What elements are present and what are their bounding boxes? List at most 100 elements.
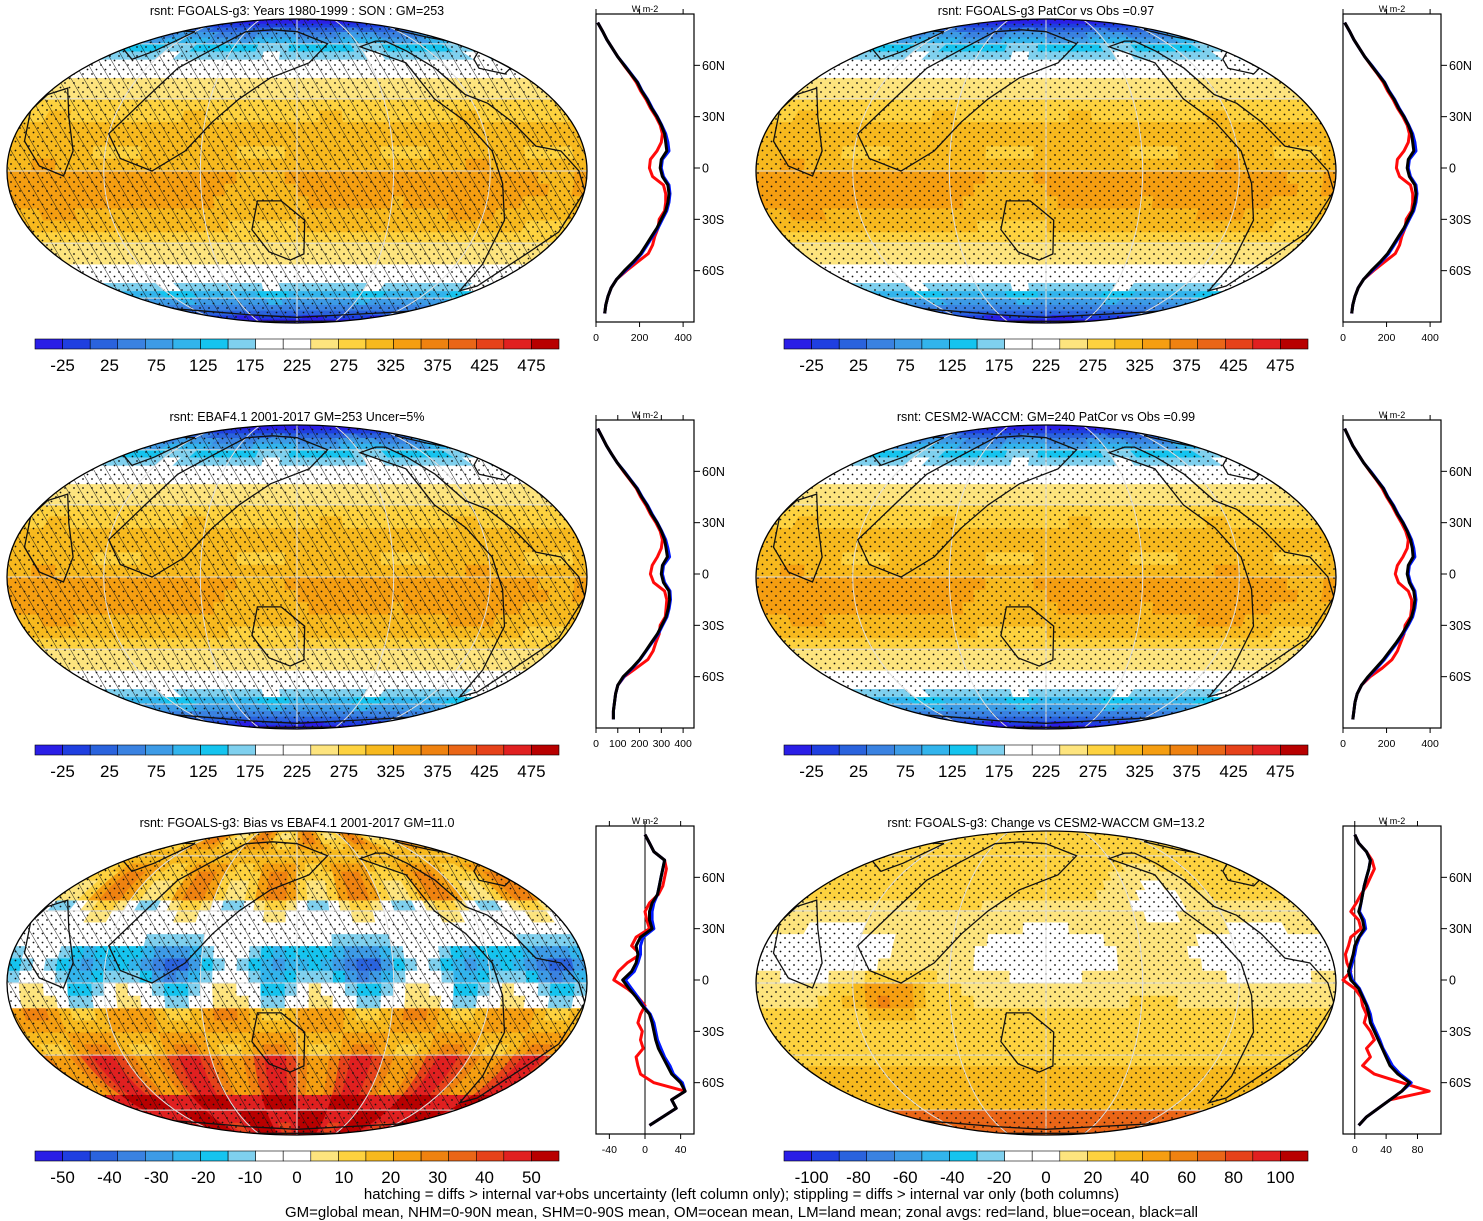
colorbar-label: 375	[423, 356, 451, 375]
panel-p3: rsnt: EBAF4.1 2001-2017 GM=253 Uncer=5% -…	[6, 410, 725, 781]
colorbar-swatch	[893, 1150, 923, 1162]
colorbar: -100 -80 -60 -40 -20 0 20 40 60 80 100	[783, 1150, 1309, 1187]
colorbar-swatch	[1169, 744, 1198, 756]
colorbar-label: -40	[97, 1168, 122, 1187]
colorbar-swatch	[1169, 1150, 1198, 1162]
colorbar-swatch	[227, 1150, 257, 1162]
y-tick-label: 60S	[702, 670, 724, 684]
colorbar-label: 75	[147, 356, 166, 375]
profile-line-land	[1341, 833, 1431, 1127]
zonal-profile: 60N 30N 0 30S 60S 0 40 80 W m-2	[1341, 816, 1472, 1156]
colorbar-swatch	[866, 744, 895, 756]
y-tick-label: 60S	[702, 264, 724, 278]
colorbar-swatch	[448, 1150, 477, 1162]
profile-frame	[595, 13, 695, 323]
zonal-profile: 60N 30N 0 30S 60S 0 200 400 W m-2	[593, 4, 725, 344]
colorbar-label: -80	[846, 1168, 871, 1187]
colorbar-label: 325	[1126, 762, 1154, 781]
colorbar-swatch	[783, 1150, 812, 1162]
graticule	[7, 425, 587, 729]
colorbar-swatch	[227, 744, 257, 756]
y-tick-label: 30N	[702, 516, 725, 530]
colorbar: -25 25 75 125 175 225 275 325 375 425 475	[783, 338, 1309, 375]
colorbar-label: -60	[893, 1168, 918, 1187]
map-border	[755, 424, 1337, 730]
colorbar-label: 375	[1172, 356, 1200, 375]
colorbar-swatch	[1142, 1150, 1171, 1162]
y-tick-label: 30N	[1449, 516, 1472, 530]
colorbar-label: 375	[423, 762, 451, 781]
colorbar-swatch	[475, 744, 505, 756]
colorbar-swatch	[811, 1150, 840, 1162]
colorbar-label: 225	[1032, 356, 1060, 375]
colorbar-label: 375	[1172, 762, 1200, 781]
colorbar-swatch	[393, 338, 422, 350]
panel-p2: rsnt: FGOALS-g3 PatCor vs Obs =0.97 -25 25…	[755, 4, 1472, 375]
colorbar-label: 20	[381, 1168, 400, 1187]
x-tick-label: 200	[1378, 332, 1396, 344]
colorbar-swatch	[338, 744, 367, 756]
x-tick-label: 0	[593, 332, 599, 344]
colorbar-swatch	[172, 1150, 201, 1162]
colorbar-swatch	[365, 338, 394, 350]
colorbar-swatch	[866, 338, 895, 350]
colorbar-swatch	[200, 338, 229, 350]
colorbar-label: 125	[189, 356, 217, 375]
map-field	[756, 831, 1336, 1135]
colorbar-label: 475	[517, 356, 545, 375]
y-tick-label: 60N	[1449, 59, 1472, 73]
colorbar-swatch	[172, 338, 201, 350]
x-tick-label: 400	[674, 332, 692, 344]
colorbar-swatch	[145, 744, 174, 756]
colorbar: -25 25 75 125 175 225 275 325 375 425 475	[783, 744, 1309, 781]
zonal-profile: 60N 30N 0 30S 60S 0 200 400 W m-2	[1340, 410, 1472, 750]
y-tick-label: 30S	[1449, 213, 1471, 227]
colorbar-swatch	[145, 1150, 174, 1162]
colorbar-swatch	[89, 1150, 119, 1162]
y-tick-label: 60N	[702, 871, 725, 885]
zonal-profile: 60N 30N 0 30S 60S -40 0 40 W m-2	[595, 816, 725, 1156]
colorbar-swatch	[949, 744, 978, 756]
colorbar-label: 25	[100, 356, 119, 375]
colorbar-swatch	[1059, 744, 1088, 756]
colorbar-swatch	[1142, 338, 1171, 350]
x-tick-label: 0	[1340, 738, 1346, 750]
colorbar-label: 425	[470, 762, 498, 781]
panel-title: rsnt: FGOALS-g3: Years 1980-1999 : SON :…	[150, 4, 444, 18]
map-field	[756, 425, 1336, 729]
colorbar-swatch	[420, 1150, 450, 1162]
colorbar-swatch	[282, 338, 312, 350]
map-border	[755, 830, 1337, 1136]
colorbar-swatch	[949, 1150, 978, 1162]
colorbar-swatch	[976, 1150, 1005, 1162]
colorbar-swatch	[1004, 1150, 1033, 1162]
zonal-profile: 60N 30N 0 30S 60S 0 200 400 W m-2	[1340, 4, 1472, 344]
colorbar-swatch	[448, 744, 477, 756]
colorbar-swatch	[365, 1150, 394, 1162]
y-tick-label: 0	[702, 162, 709, 176]
colorbar-swatch	[475, 338, 505, 350]
profile-frame	[1342, 825, 1442, 1135]
colorbar-label: 425	[1219, 356, 1247, 375]
map-border	[755, 18, 1337, 324]
colorbar-label: 75	[896, 356, 915, 375]
colorbar-label: -40	[940, 1168, 965, 1187]
colorbar-swatch	[783, 338, 812, 350]
colorbar-swatch	[976, 338, 1005, 350]
coastlines	[772, 838, 1335, 1134]
colorbar-swatch	[227, 338, 257, 350]
colorbar-swatch	[976, 744, 1005, 756]
colorbar-swatch	[893, 744, 923, 756]
panel-title: rsnt: EBAF4.1 2001-2017 GM=253 Uncer=5%	[169, 410, 424, 424]
y-tick-label: 30S	[702, 619, 724, 633]
colorbar-swatch	[420, 744, 450, 756]
x-tick-label: 200	[631, 332, 649, 344]
colorbar-swatch	[838, 338, 868, 350]
colorbar-swatch	[1225, 338, 1254, 350]
colorbar-swatch	[117, 1150, 146, 1162]
panel-title: rsnt: CESM2-WACCM: GM=240 PatCor vs Obs …	[897, 410, 1195, 424]
colorbar: -50 -40 -30 -20 -10 0 10 20 30 40 50	[34, 1150, 560, 1187]
y-tick-label: 60N	[702, 59, 725, 73]
colorbar-swatch	[1225, 1150, 1254, 1162]
y-tick-label: 30S	[1449, 619, 1471, 633]
